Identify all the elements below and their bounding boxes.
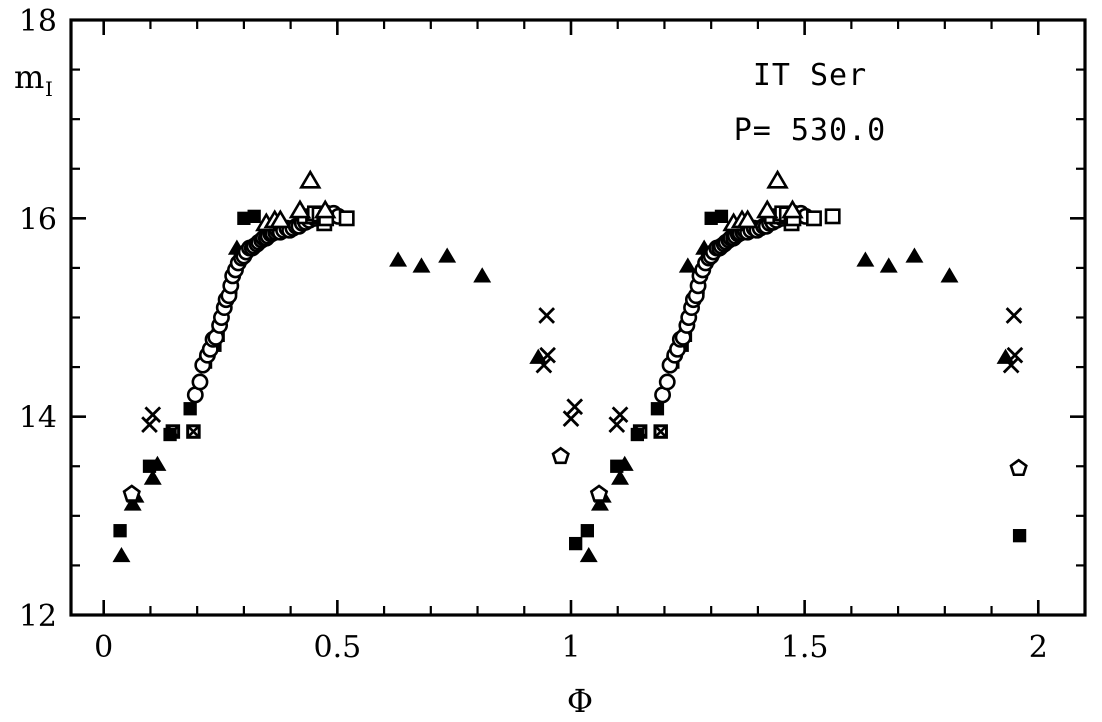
data-point-triangle-open — [269, 209, 292, 229]
x-tick-label: 1.5 — [781, 630, 829, 665]
data-point-square-filled — [569, 536, 583, 551]
data-point-star-square — [632, 424, 648, 439]
data-point-square-filled — [580, 524, 594, 538]
data-point-x-cross — [144, 406, 162, 424]
data-point-pentagon-open — [589, 484, 609, 502]
series-open-pentagon — [122, 446, 1028, 502]
series-filled-triangle — [112, 239, 1015, 563]
y-axis-tick-labels: 12 14 16 18 — [19, 4, 57, 634]
data-point-triangle-filled — [590, 495, 609, 511]
data-point-square-open — [824, 208, 841, 225]
data-point-triangle-filled — [856, 251, 875, 267]
data-point-triangle-open — [766, 169, 789, 189]
data-point-triangle-filled — [123, 495, 142, 511]
data-point-x-cross — [538, 307, 556, 324]
y-tick-label: 18 — [19, 4, 57, 39]
y-tick-label: 14 — [19, 401, 57, 436]
data-point-x-cross — [566, 398, 584, 416]
series-open-circle — [186, 204, 815, 404]
data-point-star-square — [653, 424, 668, 439]
data-point-x-cross — [1002, 356, 1020, 374]
data-point-triangle-filled — [143, 469, 162, 485]
data-point-x-cross — [539, 346, 556, 364]
data-point-square-filled — [183, 402, 197, 416]
x-tick-label: 0.5 — [313, 630, 361, 665]
data-point-square-filled — [247, 209, 261, 223]
data-point-triangle-filled — [112, 546, 131, 563]
series-star-crossed-square — [165, 424, 668, 439]
data-point-square-filled — [714, 209, 729, 223]
data-point-square-filled — [704, 211, 718, 225]
x-axis-tick-labels: 0 0.5 1 1.5 2 — [94, 630, 1048, 665]
data-point-triangle-open — [313, 199, 337, 219]
data-point-triangle-open — [299, 169, 322, 189]
x-tick-label: 2 — [1029, 630, 1048, 665]
data-point-triangle-filled — [412, 257, 431, 273]
series-open-triangle — [255, 169, 804, 232]
data-point-star-square — [186, 424, 201, 439]
data-point-pentagon-open — [122, 484, 141, 502]
y-tick-label: 12 — [19, 599, 57, 634]
data-point-triangle-open — [736, 209, 759, 229]
data-point-x-cross — [562, 410, 580, 427]
data-point-circle-open — [191, 373, 209, 391]
y-axis-label-subscript: I — [45, 77, 53, 101]
data-point-star-square — [165, 424, 181, 439]
axis-ticks — [71, 18, 1085, 617]
data-point-triangle-open — [756, 199, 779, 219]
data-point-x-cross — [141, 416, 158, 433]
data-point-square-filled — [142, 459, 157, 473]
data-point-triangle-filled — [438, 247, 457, 263]
plot-annotations: IT Ser P= 530.0 — [734, 58, 887, 148]
data-point-circle-open — [658, 373, 676, 391]
data-point-triangle-filled — [678, 257, 697, 273]
data-point-triangle-filled — [473, 267, 492, 283]
x-tick-label: 0 — [94, 630, 113, 665]
data-point-x-cross — [535, 356, 553, 374]
data-point-triangle-filled — [579, 546, 598, 563]
series-cross-x — [141, 307, 1024, 433]
data-point-pentagon-open — [1009, 458, 1028, 477]
data-point-square-filled — [113, 524, 127, 538]
data-point-square-filled — [650, 402, 665, 416]
data-point-x-cross — [1005, 307, 1023, 324]
data-point-square-filled — [237, 211, 251, 225]
data-point-triangle-filled — [611, 469, 630, 485]
data-point-x-cross — [608, 416, 626, 433]
annotation-period: P= 530.0 — [734, 113, 887, 148]
data-point-x-cross — [1006, 346, 1024, 364]
data-point-square-open — [806, 210, 822, 227]
data-point-square-filled — [1012, 529, 1027, 543]
y-tick-label: 16 — [19, 202, 57, 237]
data-point-triangle-filled — [940, 267, 959, 283]
data-point-triangle-open — [781, 199, 804, 219]
data-point-x-cross — [611, 406, 629, 424]
axis-titles: m I Φ — [14, 58, 593, 720]
data-point-square-filled — [610, 459, 624, 473]
data-point-triangle-open — [288, 199, 312, 219]
data-point-pentagon-open — [551, 446, 570, 465]
data-point-square-open — [338, 210, 355, 227]
x-tick-label: 1 — [561, 630, 580, 665]
x-axis-label: Φ — [567, 682, 593, 720]
data-point-triangle-filled — [905, 247, 924, 263]
data-point-triangle-filled — [389, 251, 408, 267]
y-axis-label: m — [14, 58, 44, 96]
data-markers — [112, 169, 1028, 563]
data-point-triangle-filled — [879, 257, 898, 273]
annotation-star-name: IT Ser — [753, 58, 867, 93]
